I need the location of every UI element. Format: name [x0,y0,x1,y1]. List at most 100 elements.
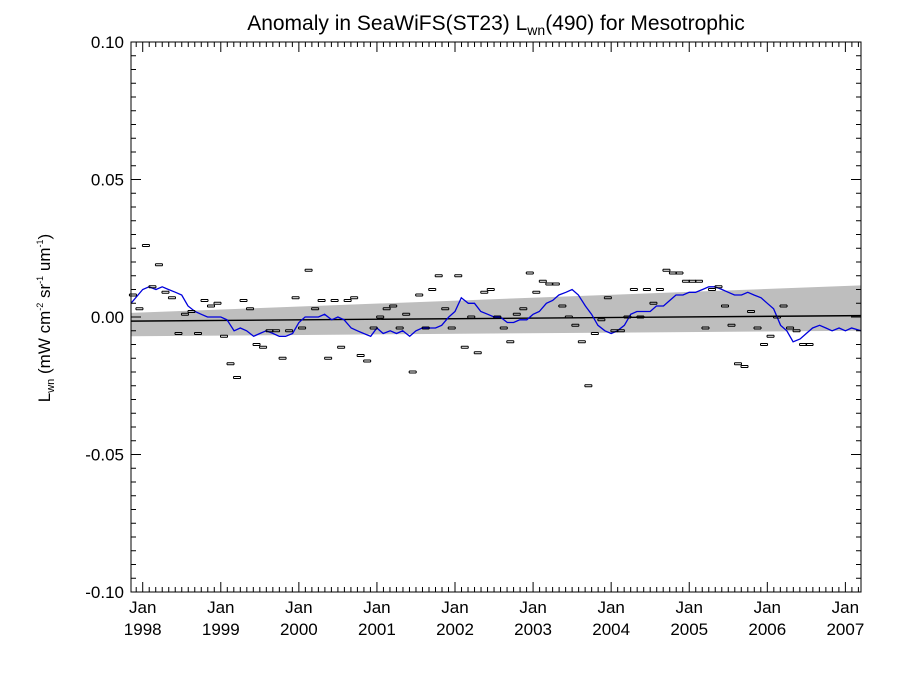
data-point [135,307,144,311]
data-point [655,288,664,291]
x-tick-year: 1999 [202,620,240,639]
data-point [629,288,638,291]
x-tick-year: 2006 [748,620,786,639]
data-point [707,288,716,291]
y-tick-label: 0.00 [91,308,124,327]
data-point [369,326,378,330]
data-point [753,326,762,330]
data-point [662,268,671,272]
x-tick-month: Jan [754,598,781,617]
data-point [408,370,417,374]
data-point [161,290,170,294]
data-point [642,288,651,291]
data-point [337,345,346,349]
data-point [180,312,189,316]
y-tick-label: -0.10 [85,583,124,602]
data-point [506,340,515,344]
data-point [154,263,163,267]
data-point [428,288,437,291]
data-point [193,332,202,335]
data-point [766,334,775,338]
x-tick-month: Jan [676,598,703,617]
data-point [493,315,502,319]
data-point [714,285,723,289]
data-point [538,279,547,283]
data-point [688,279,697,283]
data-point [298,326,307,330]
x-tick-month: Jan [832,598,859,617]
data-point [512,312,521,316]
data-point [519,307,528,311]
confidence-band [131,285,861,337]
data-point [311,307,320,311]
data-point [590,332,599,335]
x-tick-month: Jan [363,598,390,617]
data-point [278,356,287,360]
data-point [805,343,814,346]
data-point [200,299,209,302]
data-point [467,315,476,319]
data-point [616,329,625,333]
data-point [213,301,222,305]
data-point [480,290,489,294]
data-point [363,359,372,363]
data-point [779,304,788,308]
data-point [128,293,137,297]
x-tick-month: Jan [207,598,234,617]
data-point [447,326,456,330]
x-tick-year: 2002 [436,620,474,639]
data-point [564,315,573,319]
data-point [786,326,795,330]
x-tick-year: 2003 [514,620,552,639]
data-point [187,310,196,313]
data-point [532,290,541,294]
data-point [220,334,229,338]
data-point [668,271,677,275]
x-tick-year: 2007 [826,620,864,639]
data-point [473,351,482,355]
data-point [317,299,326,302]
y-axis-label: Lwn (mW cm-2 sr-1 um-1) [35,234,57,402]
data-point [285,329,294,333]
data-point [441,307,450,311]
x-tick-month: Jan [441,598,468,617]
data-point [558,304,567,308]
data-point [454,274,463,278]
data-point [460,345,469,349]
data-point [525,271,534,275]
y-tick-label: 0.10 [91,33,124,52]
data-point [395,326,404,330]
data-point [551,282,560,286]
data-point [376,315,385,319]
data-point [226,362,235,366]
data-point [734,362,743,366]
x-tick-year: 2004 [592,620,630,639]
data-point [623,315,632,319]
data-point [740,365,749,368]
data-point [330,299,339,302]
confidence-band-layer [131,285,861,337]
x-tick-year: 2000 [280,620,318,639]
data-point [577,340,586,344]
data-point [545,282,554,286]
data-point [272,329,281,333]
x-tick-year: 2001 [358,620,396,639]
data-point [324,356,333,360]
data-point [356,354,365,357]
data-point [304,268,313,272]
x-tick-year: 1998 [124,620,162,639]
data-point [675,271,684,275]
data-point [773,315,782,319]
data-point [421,326,430,330]
data-point [701,326,710,330]
smoothed-line-layer [130,286,862,343]
data-point [350,296,359,300]
data-point [259,345,268,349]
data-point [584,384,593,388]
chart-title: Anomaly in SeaWiFS(ST23) Lwn(490) for Me… [247,12,745,38]
data-point [747,310,756,313]
data-point [174,332,183,335]
data-point [343,299,352,302]
data-point [571,323,580,327]
